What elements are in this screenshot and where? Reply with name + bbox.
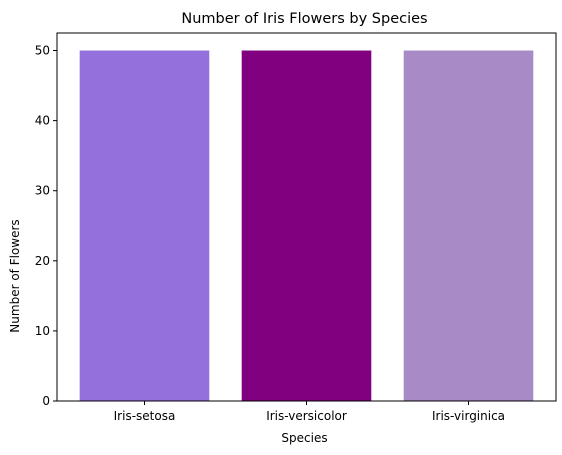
x-axis-title: Species [281, 431, 327, 445]
y-tick-label: 50 [35, 44, 50, 58]
x-tick-label: Iris-virginica [432, 409, 505, 423]
bars-group [79, 50, 534, 402]
y-tick-label: 40 [35, 114, 50, 128]
bar-iris-setosa [79, 50, 210, 402]
x-tick-label: Iris-setosa [114, 409, 176, 423]
y-tick-label: 20 [35, 254, 50, 268]
x-tick-label: Iris-versicolor [266, 409, 347, 423]
y-tick-label: 10 [35, 324, 50, 338]
bar-iris-virginica [403, 50, 534, 402]
y-axis: 0 10 20 30 40 50 [35, 44, 57, 408]
bar-iris-versicolor [241, 50, 372, 402]
y-axis-title: Number of Flowers [8, 219, 22, 332]
x-axis: Iris-setosa Iris-versicolor Iris-virginica [114, 401, 505, 423]
y-tick-label: 0 [42, 394, 50, 408]
y-tick-label: 30 [35, 184, 50, 198]
chart-title: Number of Iris Flowers by Species [181, 11, 427, 27]
plot-frame [56, 32, 557, 402]
